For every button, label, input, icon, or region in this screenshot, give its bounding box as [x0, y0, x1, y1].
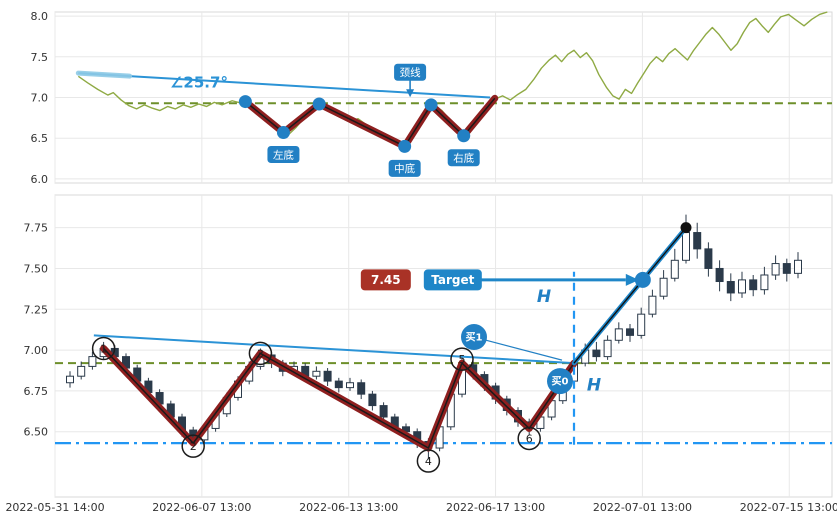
x-tick-label: 2022-07-01 13:00: [593, 501, 692, 514]
y-tick-label: 6.5: [31, 132, 49, 145]
pattern-label-1-badge: [388, 159, 421, 177]
pivot-number-6: 6: [526, 432, 533, 445]
y-tick-label: 6.50: [24, 426, 49, 439]
uptrend-line-core: [573, 227, 687, 364]
bottom-neckline: [93, 334, 575, 365]
y-tick-label: 6.75: [24, 385, 49, 398]
candle-body: [334, 380, 343, 389]
candle-body: [592, 349, 601, 358]
top-neckline: [78, 72, 491, 99]
candle-body: [738, 279, 746, 294]
candle-body: [659, 277, 668, 297]
pivot-number-3: 3: [257, 347, 264, 360]
h-upper-label: H: [537, 287, 551, 307]
candle-body: [66, 375, 74, 384]
pattern-dot: [424, 98, 438, 112]
candle-body: [726, 281, 735, 294]
candle-body: [637, 313, 646, 336]
y-tick-label: 7.50: [24, 262, 49, 275]
x-tick-label: 2022-07-15 13:00: [740, 501, 837, 514]
pattern-label-2-text: 右底: [453, 152, 474, 165]
pivot-circle-2: [181, 434, 205, 458]
y-tick-label: 7.25: [24, 303, 49, 316]
y-tick-label: 7.75: [24, 222, 49, 235]
pattern-dot: [276, 126, 290, 140]
buy1-badge: [461, 324, 487, 351]
pivot-circle-5: [450, 347, 474, 371]
candle-body: [794, 259, 802, 274]
neckline-label-arrowhead: [406, 89, 415, 98]
candle-body: [715, 267, 724, 283]
pattern-dot: [398, 139, 412, 153]
x-tick-label: 2022-05-31 14:00: [5, 501, 104, 514]
pivot-circle-4: [416, 449, 441, 473]
candle-body: [614, 328, 623, 341]
pivot-number-5: 5: [459, 353, 466, 366]
bottom-panel-frame: [54, 194, 833, 498]
candle-body: [368, 393, 377, 407]
pattern-label-0-badge: [267, 146, 300, 164]
price-target-badge: [360, 269, 411, 291]
candle-body: [760, 274, 769, 291]
candle-body: [603, 339, 612, 358]
candle-body: [626, 328, 634, 336]
pattern-dot: [238, 95, 252, 109]
angle-reference-segment: [75, 70, 133, 79]
x-tick-label: 2022-06-17 13:00: [446, 501, 545, 514]
pattern-label-0-text: 左底: [273, 148, 294, 161]
target-label-badge: [423, 269, 482, 291]
h-lower-label: H: [587, 375, 601, 395]
candle-body: [749, 279, 758, 291]
y-tick-label: 7.00: [24, 344, 49, 357]
target-label-text: Target: [431, 273, 474, 287]
pivot-circle-3: [248, 341, 273, 366]
pivot-number-1: 1: [100, 342, 107, 355]
top-panel: 6.0 6.5 7.0 7.5 8.0: [31, 10, 833, 186]
pattern-dot: [457, 129, 471, 143]
candle-body: [379, 405, 388, 418]
candle-body: [648, 295, 657, 315]
candle-body: [771, 263, 780, 276]
pivot-circle-1: [91, 336, 116, 361]
angle-label: ∠25.7°: [170, 74, 228, 92]
candle-body: [693, 232, 702, 250]
buy1-text: 买1: [466, 332, 483, 344]
candle-body: [670, 259, 679, 279]
candle-body: [312, 370, 321, 377]
candle-body: [782, 263, 791, 274]
pivot-number-2: 2: [190, 440, 197, 453]
candle-body: [88, 356, 97, 367]
candle-body: [682, 232, 690, 261]
buy1-connector-line: [473, 336, 563, 361]
target-arrowhead: [625, 273, 639, 286]
x-tick-label: 2022-06-07 13:00: [152, 501, 251, 514]
neckline-label-badge: [394, 63, 427, 81]
y-tick-label: 6.0: [31, 173, 49, 186]
candle-body: [346, 382, 354, 389]
y-tick-label: 8.0: [31, 10, 49, 23]
x-tick-label: 2022-06-13 13:00: [299, 501, 398, 514]
y-tick-label: 7.0: [31, 92, 49, 105]
neckline-label-text: 颈线: [400, 66, 421, 79]
candle-body: [704, 248, 713, 269]
pattern-label-2-badge: [447, 149, 480, 167]
buy0-text: 买0: [552, 376, 569, 388]
pattern-label-1-text: 中底: [394, 162, 415, 175]
pattern-dot: [312, 97, 326, 111]
bottom-pattern-zigzag-core: [103, 347, 575, 449]
candle-body: [323, 370, 332, 382]
candle-body: [357, 382, 366, 395]
price-target-text: 7.45: [371, 273, 401, 287]
target-point-dot: [634, 271, 651, 288]
candle-body: [77, 365, 86, 377]
pivot-circle-6: [517, 426, 541, 451]
pivot-number-4: 4: [425, 455, 432, 468]
trend-end-dot: [680, 222, 692, 234]
buy0-badge: [547, 368, 573, 395]
bottom-panel: 6.50 6.75 7.00 7.25 7.50 7.75: [24, 194, 833, 498]
y-tick-label: 7.5: [31, 51, 49, 64]
